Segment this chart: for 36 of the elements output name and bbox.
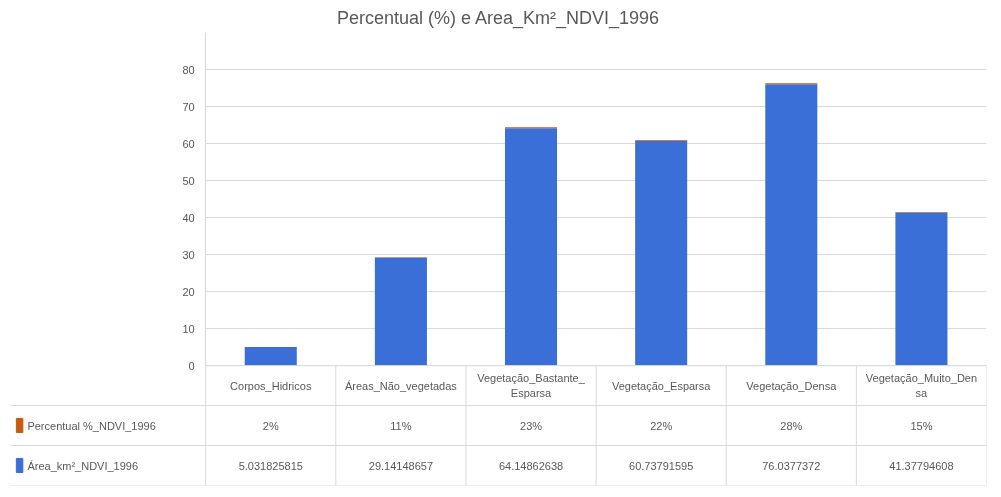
data-label: 76.0377372 [762, 459, 821, 472]
data-label: 28% [780, 419, 803, 432]
bar [895, 212, 948, 366]
y-tick-label: 70 [182, 100, 195, 113]
y-tick-label: 0 [188, 359, 195, 372]
y-tick-label: 50 [182, 174, 195, 187]
x-tick-label: Vegetação_Muito_Densa [865, 372, 978, 399]
x-tick-label: Vegetação_Bastante_Esparsa [477, 372, 586, 399]
data-label: 5.031825815 [238, 459, 303, 472]
x-tick-label: Corpos_Hidricos [230, 379, 312, 392]
chart-title: Percentual (%) e Area_Km²_NDVI_1996 [336, 7, 660, 29]
y-tick-label: 80 [182, 63, 195, 76]
bar [505, 128, 558, 366]
y-tick-label: 20 [182, 285, 195, 298]
y-tick-label: 10 [182, 322, 195, 335]
data-label: 64.14862638 [498, 459, 564, 472]
bar [244, 346, 297, 366]
data-label: 11% [390, 419, 412, 432]
x-tick-label: Áreas_Não_vegetadas [344, 379, 458, 392]
data-label: 2% [262, 419, 279, 432]
bar [374, 257, 427, 366]
y-tick-label: 60 [182, 137, 195, 150]
data-label: 41.37794608 [889, 459, 954, 472]
data-label: 29.14148657 [368, 459, 434, 472]
data-label: 23% [520, 419, 543, 432]
data-label: 60.73791595 [629, 459, 694, 472]
y-tick-label: 40 [182, 211, 195, 224]
x-tick-label: Vegetação_Esparsa [611, 379, 712, 392]
x-tick-label: Vegetação_Densa [746, 379, 838, 392]
y-tick-label: 30 [182, 248, 195, 261]
legend-label: Percentual %_NDVI_1996 [27, 419, 156, 432]
legend-label: Área_km²_NDVI_1996 [27, 459, 139, 472]
data-label: 15% [910, 419, 933, 432]
bar [635, 140, 688, 366]
bar [765, 84, 818, 366]
data-label: 22% [650, 419, 673, 432]
